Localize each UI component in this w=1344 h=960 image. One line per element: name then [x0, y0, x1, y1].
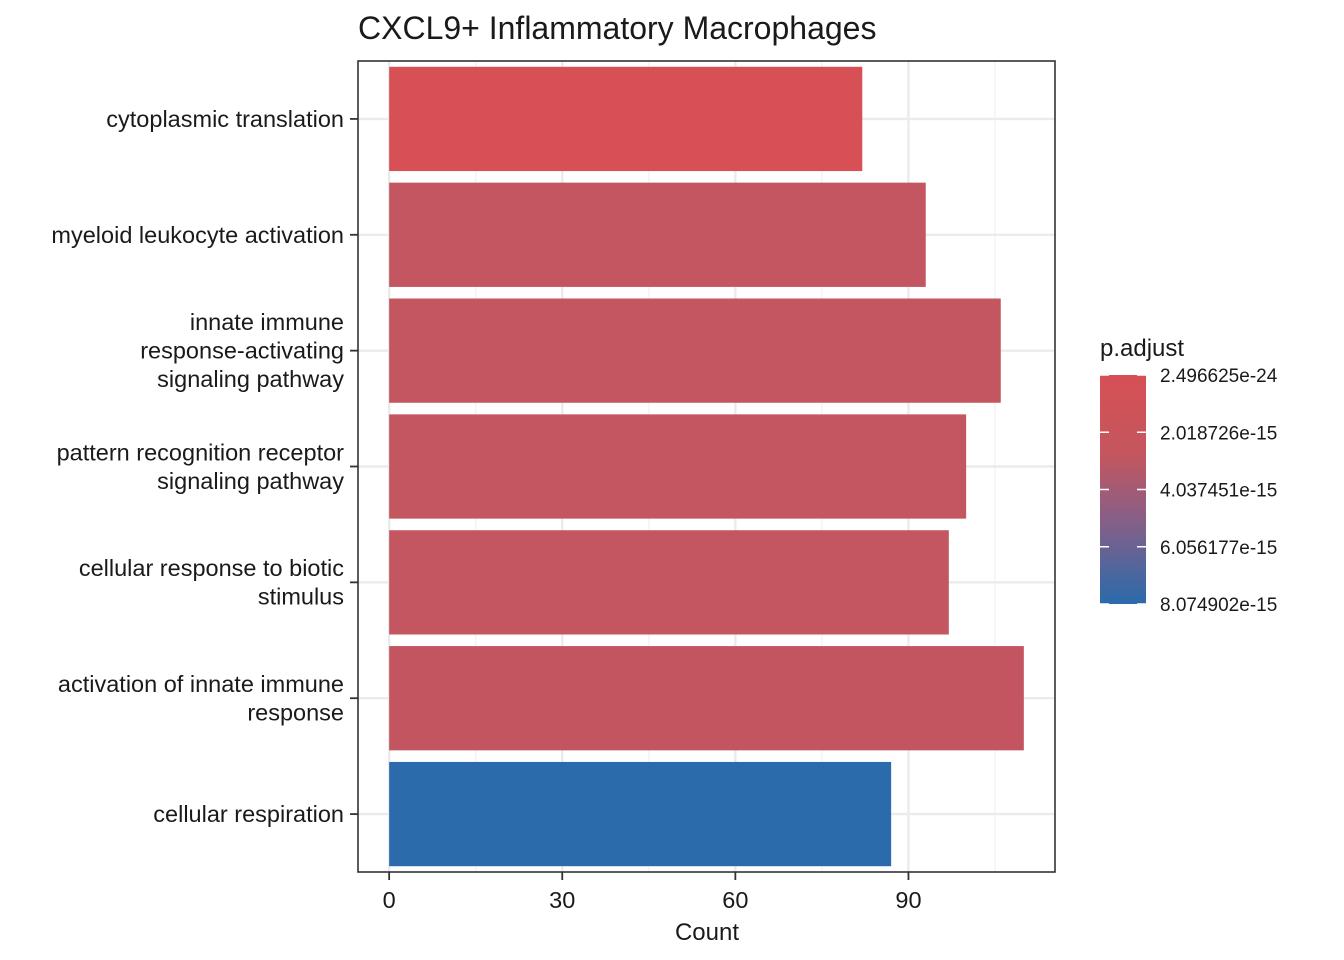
chart-title: CXCL9+ Inflammatory Macrophages	[358, 10, 876, 46]
legend-label: 2.018726e-15	[1160, 423, 1277, 444]
bar	[389, 182, 926, 287]
x-tick-label: 30	[549, 887, 575, 913]
y-tick-label: myeloid leukocyte activation	[51, 222, 344, 248]
legend-label: 8.074902e-15	[1160, 595, 1277, 616]
y-axis: cytoplasmic translation myeloid leukocyte…	[51, 106, 358, 827]
y-tick-label: stimulus	[258, 584, 344, 610]
legend-label: 2.496625e-24	[1160, 366, 1278, 387]
y-tick-label: response-activating	[140, 338, 344, 364]
bar	[389, 761, 892, 867]
x-tick-label: 0	[383, 887, 396, 913]
panel-border	[357, 60, 1056, 873]
y-tick-label: signaling pathway	[157, 366, 344, 392]
legend: p.adjust 2.496625e-24 2.018726e-15 4.03745…	[1100, 335, 1278, 616]
legend-label: 6.056177e-15	[1160, 538, 1277, 559]
legend-title: p.adjust	[1100, 335, 1184, 362]
bar	[389, 298, 1001, 403]
x-axis-title: Count	[675, 919, 739, 946]
bar	[389, 530, 949, 635]
legend-ticks: 2.496625e-24 2.018726e-15 4.037451e-15 6.05…	[1100, 366, 1278, 616]
legend-label: 4.037451e-15	[1160, 481, 1277, 502]
y-tick-label: cellular response to biotic	[79, 555, 344, 581]
y-tick-label: innate immune	[190, 309, 344, 335]
bar	[389, 646, 1024, 751]
y-tick-label: pattern recognition receptor	[57, 439, 345, 465]
x-axis: 0 30 60 90	[383, 872, 922, 913]
bar	[389, 66, 863, 172]
x-tick-label: 60	[722, 887, 748, 913]
y-tick-label: cellular respiration	[153, 801, 344, 827]
bar	[389, 414, 967, 519]
y-tick-label: response	[247, 699, 344, 725]
x-tick-label: 90	[895, 887, 921, 913]
y-tick-label: activation of innate immune	[58, 671, 344, 697]
y-tick-label: cytoplasmic translation	[106, 106, 344, 132]
bars	[389, 66, 1024, 867]
y-tick-label: signaling pathway	[157, 468, 344, 494]
